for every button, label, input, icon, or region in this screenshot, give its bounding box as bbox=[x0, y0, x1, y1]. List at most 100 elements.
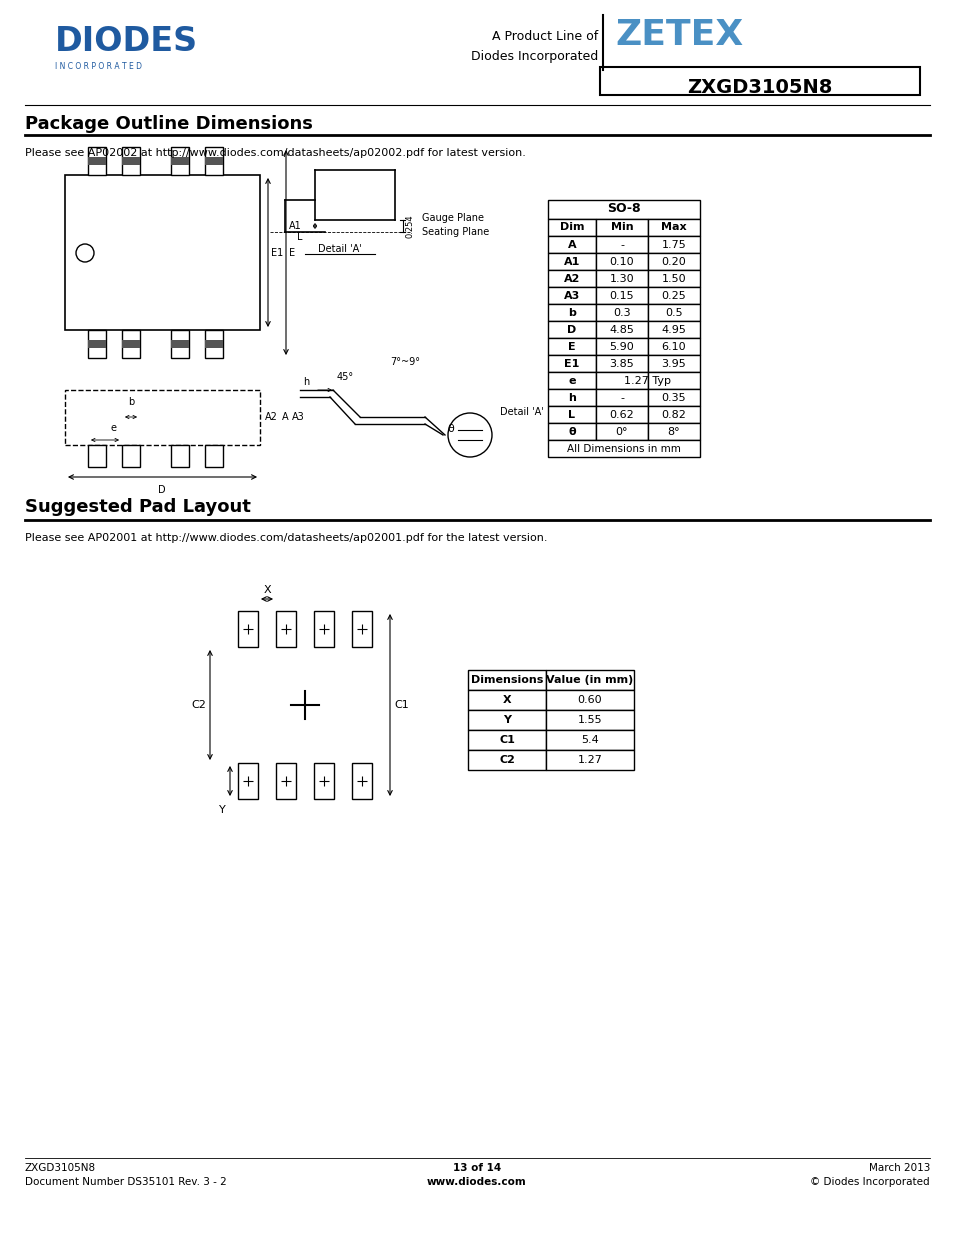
Bar bbox=[547, 338, 596, 354]
Text: Please see AP02001 at http://www.diodes.com/datasheets/ap02001.pdf for the lates: Please see AP02001 at http://www.diodes.… bbox=[25, 534, 547, 543]
Text: A: A bbox=[282, 412, 289, 422]
Text: 5.4: 5.4 bbox=[580, 735, 598, 745]
Text: A2: A2 bbox=[563, 274, 579, 284]
Text: 0.82: 0.82 bbox=[660, 410, 686, 420]
Text: 6.10: 6.10 bbox=[661, 342, 685, 352]
Text: Seating Plane: Seating Plane bbox=[421, 227, 489, 237]
Text: C1: C1 bbox=[394, 700, 408, 710]
Bar bbox=[647, 321, 700, 338]
Text: 1.30: 1.30 bbox=[609, 274, 634, 284]
Bar bbox=[596, 354, 647, 372]
Text: 13 of 14
www.diodes.com: 13 of 14 www.diodes.com bbox=[427, 1163, 526, 1187]
Text: ZXGD3105N8: ZXGD3105N8 bbox=[686, 78, 832, 98]
Text: Please see AP02002 at http://www.diodes.com/datasheets/ap02002.pdf for latest ve: Please see AP02002 at http://www.diodes.… bbox=[25, 148, 525, 158]
Bar bbox=[596, 372, 647, 389]
Text: X: X bbox=[263, 585, 271, 595]
Bar bbox=[647, 389, 700, 406]
Text: 4.85: 4.85 bbox=[609, 325, 634, 335]
Bar bbox=[171, 445, 189, 467]
Bar bbox=[468, 750, 545, 769]
Bar bbox=[205, 340, 223, 348]
Text: A3: A3 bbox=[563, 291, 579, 301]
Text: SO-8: SO-8 bbox=[606, 203, 640, 215]
Circle shape bbox=[448, 412, 492, 457]
Bar bbox=[468, 690, 545, 710]
Bar bbox=[205, 445, 223, 467]
Text: 1.55: 1.55 bbox=[578, 715, 601, 725]
Bar bbox=[545, 730, 634, 750]
Bar bbox=[647, 354, 700, 372]
Bar bbox=[468, 671, 545, 690]
Bar bbox=[596, 424, 647, 440]
Bar bbox=[171, 340, 189, 348]
Text: 8°: 8° bbox=[667, 427, 679, 437]
Text: Max: Max bbox=[660, 222, 686, 232]
Bar bbox=[647, 219, 700, 236]
Bar bbox=[314, 763, 334, 799]
Bar bbox=[547, 287, 596, 304]
Text: θ: θ bbox=[447, 424, 454, 433]
Bar bbox=[547, 406, 596, 424]
Text: All Dimensions in mm: All Dimensions in mm bbox=[566, 445, 680, 454]
Bar bbox=[596, 389, 647, 406]
Bar bbox=[122, 157, 140, 165]
Text: 1.75: 1.75 bbox=[661, 240, 685, 249]
Text: A Product Line of: A Product Line of bbox=[491, 30, 598, 43]
Text: DIODES: DIODES bbox=[55, 25, 198, 58]
Bar bbox=[352, 611, 372, 647]
Text: e: e bbox=[568, 375, 576, 387]
Text: -: - bbox=[619, 393, 623, 403]
Text: C2: C2 bbox=[191, 700, 206, 710]
Bar bbox=[352, 763, 372, 799]
Bar bbox=[545, 750, 634, 769]
Bar bbox=[275, 611, 295, 647]
Bar bbox=[122, 147, 140, 175]
Bar bbox=[547, 200, 700, 219]
Text: L: L bbox=[297, 232, 302, 242]
Text: 0.10: 0.10 bbox=[609, 257, 634, 267]
Bar bbox=[88, 340, 106, 348]
Bar bbox=[647, 287, 700, 304]
Text: E1: E1 bbox=[271, 248, 283, 258]
Bar bbox=[547, 270, 596, 287]
Text: h: h bbox=[303, 377, 309, 387]
Bar bbox=[647, 424, 700, 440]
Bar bbox=[547, 253, 596, 270]
Text: Detail 'A': Detail 'A' bbox=[317, 245, 361, 254]
Bar bbox=[468, 730, 545, 750]
Bar bbox=[596, 253, 647, 270]
Text: E: E bbox=[289, 248, 294, 258]
Text: 0.15: 0.15 bbox=[609, 291, 634, 301]
Bar bbox=[599, 67, 919, 95]
Bar bbox=[547, 440, 700, 457]
Text: ZXGD3105N8
Document Number DS35101 Rev. 3 - 2: ZXGD3105N8 Document Number DS35101 Rev. … bbox=[25, 1163, 227, 1187]
Text: 0.254: 0.254 bbox=[406, 214, 415, 238]
Bar bbox=[547, 389, 596, 406]
Text: Y: Y bbox=[219, 805, 226, 815]
Bar bbox=[65, 175, 260, 330]
Text: 5.90: 5.90 bbox=[609, 342, 634, 352]
Bar bbox=[596, 236, 647, 253]
Text: March 2013
© Diodes Incorporated: March 2013 © Diodes Incorporated bbox=[809, 1163, 929, 1187]
Bar bbox=[171, 157, 189, 165]
Text: b: b bbox=[567, 308, 576, 317]
Text: A1: A1 bbox=[289, 221, 302, 231]
Bar bbox=[314, 611, 334, 647]
Bar bbox=[596, 338, 647, 354]
Text: Y: Y bbox=[502, 715, 511, 725]
Bar bbox=[547, 304, 596, 321]
Text: 1.27: 1.27 bbox=[577, 755, 601, 764]
Text: Dimensions: Dimensions bbox=[471, 676, 542, 685]
Text: 0.5: 0.5 bbox=[664, 308, 682, 317]
Text: A2: A2 bbox=[265, 412, 277, 422]
Bar bbox=[647, 270, 700, 287]
Bar bbox=[596, 406, 647, 424]
Text: 4.95: 4.95 bbox=[660, 325, 686, 335]
Bar bbox=[122, 340, 140, 348]
Bar bbox=[468, 710, 545, 730]
Text: C1: C1 bbox=[498, 735, 515, 745]
Bar bbox=[647, 236, 700, 253]
Bar bbox=[647, 372, 700, 389]
Text: b: b bbox=[128, 396, 134, 408]
Text: 1.50: 1.50 bbox=[661, 274, 685, 284]
